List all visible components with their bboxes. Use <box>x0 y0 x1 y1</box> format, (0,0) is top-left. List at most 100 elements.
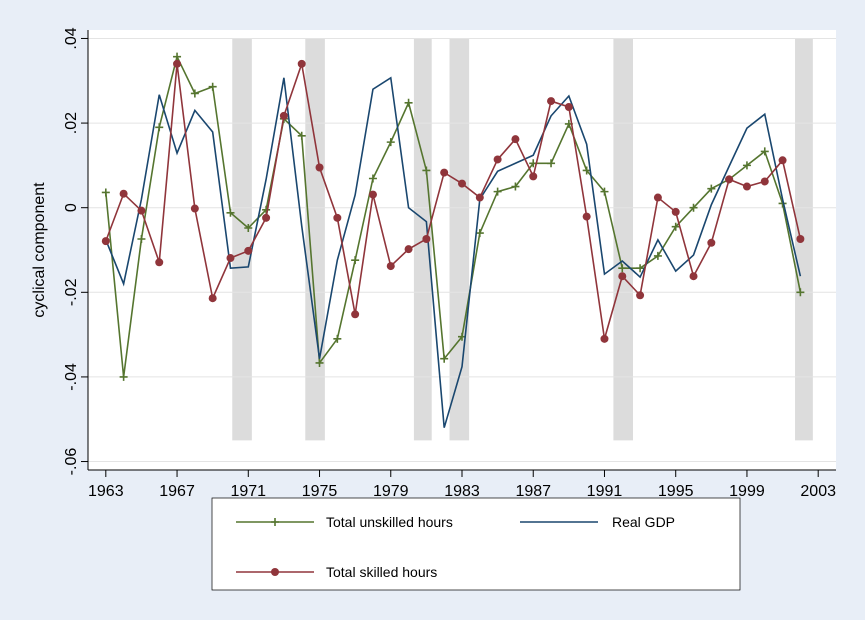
data-point <box>386 262 395 271</box>
x-tick-label: 1983 <box>444 483 480 500</box>
y-tick-label: 0 <box>63 203 80 212</box>
data-point <box>101 237 110 246</box>
data-point <box>707 238 716 247</box>
x-tick-label: 1963 <box>88 483 124 500</box>
data-point <box>760 147 769 156</box>
x-tick-label: 1975 <box>302 483 338 500</box>
data-point <box>636 264 645 273</box>
data-point <box>547 159 556 168</box>
shaded-period <box>449 38 470 441</box>
legend-label: Total unskilled hours <box>326 514 453 530</box>
data-point <box>422 235 431 243</box>
data-point <box>173 59 182 68</box>
data-point <box>315 358 324 367</box>
data-point <box>689 203 698 212</box>
legend-marker <box>271 518 279 526</box>
data-point <box>208 82 217 91</box>
data-point <box>244 224 253 232</box>
y-tick-label: .02 <box>63 112 80 134</box>
data-point <box>137 206 146 215</box>
series-line <box>105 63 802 340</box>
data-point <box>564 103 573 111</box>
data-point <box>582 166 591 175</box>
data-point <box>689 272 698 281</box>
y-tick-label: -.06 <box>63 448 80 476</box>
data-point <box>404 98 413 107</box>
data-point <box>262 213 271 222</box>
x-tick-label: 1967 <box>159 483 195 500</box>
data-point <box>440 354 449 363</box>
data-point <box>618 264 627 273</box>
data-point <box>653 193 662 202</box>
data-point <box>297 59 306 68</box>
data-point <box>796 235 805 243</box>
data-point <box>600 334 609 343</box>
data-point <box>190 204 199 213</box>
x-tick-label: 1987 <box>515 483 551 500</box>
legend-marker <box>271 568 279 576</box>
data-point <box>368 190 377 199</box>
data-point <box>458 179 466 188</box>
shaded-period <box>613 38 633 441</box>
data-point <box>475 193 484 202</box>
x-tick-label: 1971 <box>230 483 266 500</box>
data-point <box>155 258 164 267</box>
data-point <box>226 254 235 263</box>
y-tick-label: -.02 <box>63 278 80 306</box>
data-point <box>333 213 342 222</box>
data-point <box>119 372 128 381</box>
data-point <box>226 208 235 217</box>
y-tick-label: -.04 <box>63 363 80 391</box>
series-line <box>105 76 802 428</box>
data-point <box>315 163 324 172</box>
series-line <box>105 54 802 378</box>
data-point <box>742 182 751 191</box>
data-point <box>440 168 449 177</box>
data-point <box>262 205 271 214</box>
data-point <box>404 245 413 254</box>
data-point <box>279 111 288 120</box>
data-point <box>707 184 716 193</box>
data-point <box>208 294 217 303</box>
y-tick-label: .04 <box>63 27 80 49</box>
data-point <box>618 272 627 281</box>
data-point <box>173 52 182 61</box>
data-point <box>333 334 342 343</box>
data-point <box>671 222 680 231</box>
data-point <box>547 97 556 106</box>
data-point <box>422 166 431 175</box>
data-point <box>351 310 360 319</box>
x-tick-label: 1991 <box>587 483 623 500</box>
data-point <box>493 187 502 196</box>
data-point <box>155 123 164 132</box>
x-tick-label: 1995 <box>658 483 694 500</box>
legend-label: Total skilled hours <box>326 564 437 580</box>
data-point <box>475 229 484 238</box>
data-point <box>386 138 395 147</box>
legend <box>211 497 741 591</box>
x-tick-label: 1999 <box>729 483 765 500</box>
data-point <box>742 161 751 170</box>
x-tick-label: 1979 <box>373 483 409 500</box>
data-point <box>511 135 520 144</box>
data-point <box>636 291 645 300</box>
data-point <box>119 189 128 198</box>
data-point <box>760 177 769 186</box>
shaded-period <box>305 38 325 441</box>
data-point <box>600 187 609 196</box>
data-point <box>511 182 520 191</box>
data-point <box>297 131 306 140</box>
data-point <box>796 288 805 297</box>
data-point <box>190 89 199 98</box>
y-axis-label: cyclical component <box>31 182 48 318</box>
data-point <box>137 235 146 243</box>
legend-label: Real GDP <box>612 514 675 530</box>
data-point <box>725 175 734 184</box>
data-point <box>368 174 377 183</box>
data-point <box>101 188 110 197</box>
data-point <box>493 155 502 164</box>
data-point <box>778 156 787 165</box>
data-point <box>351 256 360 265</box>
